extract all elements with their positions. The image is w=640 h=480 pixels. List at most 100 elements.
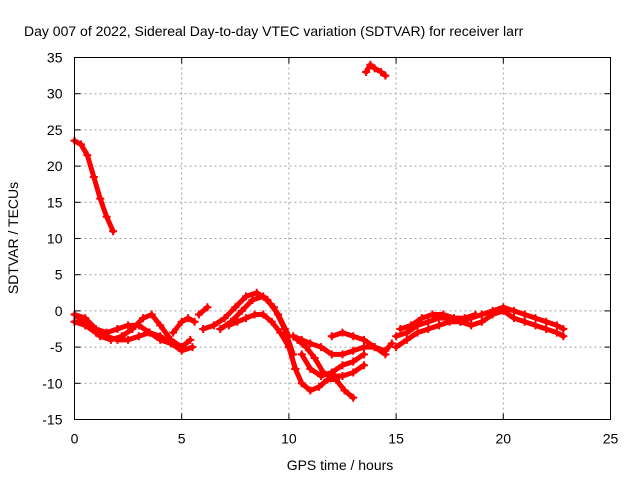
- data-point-arc-18-3: [428, 310, 437, 319]
- data-point-arc-14-5: [338, 350, 347, 359]
- data-point-arc-15-5: [381, 346, 390, 355]
- series-line-arc-7: [196, 304, 210, 318]
- chart-title: Day 007 of 2022, Sidereal Day-to-day VTE…: [24, 23, 524, 39]
- series-line-arc-6: [170, 315, 198, 336]
- data-point-arc-4-11: [186, 335, 195, 344]
- data-point-arc-5-8: [156, 332, 165, 341]
- data-point-arc-11-0: [284, 343, 293, 352]
- series-arc-7: [194, 303, 212, 319]
- series-arc-10: [224, 310, 300, 373]
- data-point-arc-12-7: [359, 361, 368, 370]
- data-point-arc-2-4: [381, 71, 390, 80]
- y-tick-label-4: 5: [55, 267, 63, 283]
- data-point-arc-11-5: [323, 375, 332, 384]
- data-point-arc-15-1: [338, 328, 347, 337]
- data-point-arc-9-4: [259, 292, 268, 301]
- data-point-arc-10-5: [267, 317, 276, 326]
- series-arc-5: [70, 317, 197, 355]
- data-point-arc-10-6: [276, 328, 285, 337]
- data-point-arc-14-3: [317, 343, 326, 352]
- data-point-arc-5-2: [91, 328, 100, 337]
- data-point-arc-2-3: [377, 67, 386, 76]
- data-point-arc-13-1: [306, 364, 315, 373]
- y-tick-label-0: -15: [42, 412, 62, 428]
- data-point-arc-9-0: [216, 325, 225, 333]
- data-point-arc-17-7: [467, 321, 476, 330]
- data-point-arc-12-1: [302, 343, 311, 352]
- series-arc-11: [284, 343, 358, 402]
- data-point-arc-7-1: [203, 303, 212, 312]
- data-point-arc-16-12: [520, 310, 529, 319]
- data-point-arc-18-7: [471, 310, 480, 319]
- data-point-arc-6-3: [190, 317, 199, 326]
- data-point-arc-1-6: [109, 227, 118, 236]
- data-point-arc-14-4: [327, 350, 336, 359]
- data-point-arc-8-2: [220, 314, 229, 323]
- data-point-arc-16-15: [552, 321, 561, 330]
- data-point-arc-15-0: [327, 332, 336, 341]
- data-point-arc-14-1: [297, 335, 306, 344]
- data-point-arc-2-0: [362, 67, 371, 76]
- data-point-arc-14-2: [306, 339, 315, 348]
- data-point-arc-11-1: [291, 364, 300, 373]
- data-point-arc-11-7: [340, 386, 349, 395]
- data-point-arc-3-4: [113, 325, 122, 333]
- data-point-arc-6-1: [177, 317, 186, 326]
- series-arc-1: [70, 136, 118, 236]
- y-tick-label-9: 30: [47, 86, 63, 102]
- data-point-arc-18-0: [396, 325, 405, 333]
- data-point-arc-4-7: [147, 310, 156, 319]
- data-point-arc-17-0: [392, 332, 401, 341]
- data-point-arc-10-0: [224, 321, 233, 330]
- data-point-arc-16-14: [542, 317, 551, 326]
- y-tick-label-7: 20: [47, 158, 63, 174]
- data-point-arc-9-6: [280, 325, 289, 333]
- data-point-arc-17-3: [424, 317, 433, 326]
- data-point-arc-13-6: [359, 350, 368, 359]
- y-tick-label-8: 25: [47, 122, 63, 138]
- y-tick-label-3: 0: [55, 303, 63, 319]
- data-point-arc-8-0: [199, 325, 208, 333]
- data-point-arc-11-2: [297, 379, 306, 388]
- data-point-arc-9-5: [269, 303, 278, 312]
- data-point-arc-6-0: [169, 328, 178, 337]
- data-point-arc-5-5: [124, 335, 133, 344]
- data-point-arc-10-1: [233, 317, 242, 326]
- y-tick-label-1: -10: [42, 375, 62, 391]
- series-line-arc-5: [72, 319, 195, 354]
- data-point-arc-18-2: [417, 314, 426, 323]
- data-point-arc-8-3: [231, 303, 240, 312]
- data-point-arc-11-3: [306, 386, 315, 395]
- data-point-arc-13-0: [297, 350, 306, 359]
- data-point-arc-10-3: [250, 310, 259, 319]
- y-tick-label-5: 10: [47, 231, 63, 247]
- y-tick-label-2: -5: [50, 339, 63, 355]
- x-tick-label-4: 20: [496, 431, 512, 447]
- data-point-arc-8-1: [209, 321, 218, 330]
- data-point-arc-2-2: [370, 64, 379, 73]
- data-point-arc-16-1: [402, 335, 411, 344]
- data-point-arc-6-2: [184, 314, 193, 323]
- data-point-arc-9-2: [237, 306, 246, 315]
- data-point-arc-1-2: [83, 151, 92, 160]
- axis-ticks: 0 5 10 15 20 25 -15 -10 -5 0 5 10 15 20 25 30 35: [42, 50, 618, 447]
- x-tick-label-5: 25: [603, 431, 619, 447]
- data-point-arc-15-6: [387, 339, 396, 348]
- data-point-arc-12-6: [349, 368, 358, 377]
- data-point-arc-8-4: [242, 292, 251, 301]
- data-point-arc-15-2: [349, 332, 358, 341]
- series-arc-2: [362, 60, 390, 80]
- y-tick-label-10: 35: [47, 50, 63, 66]
- data-point-arc-16-2: [413, 328, 422, 337]
- x-axis-label: GPS time / hours: [287, 457, 394, 473]
- x-tick-label-1: 5: [178, 431, 186, 447]
- series-line-arc-9: [217, 293, 296, 357]
- data-point-arc-5-4: [113, 335, 122, 344]
- data-point-arc-13-4: [338, 361, 347, 370]
- data-point-arc-5-11: [188, 343, 197, 352]
- data-point-arc-14-6: [349, 346, 358, 355]
- data-point-arc-17-13: [531, 321, 540, 330]
- data-point-arc-16-16: [559, 325, 568, 333]
- series-arc-17: [392, 306, 568, 341]
